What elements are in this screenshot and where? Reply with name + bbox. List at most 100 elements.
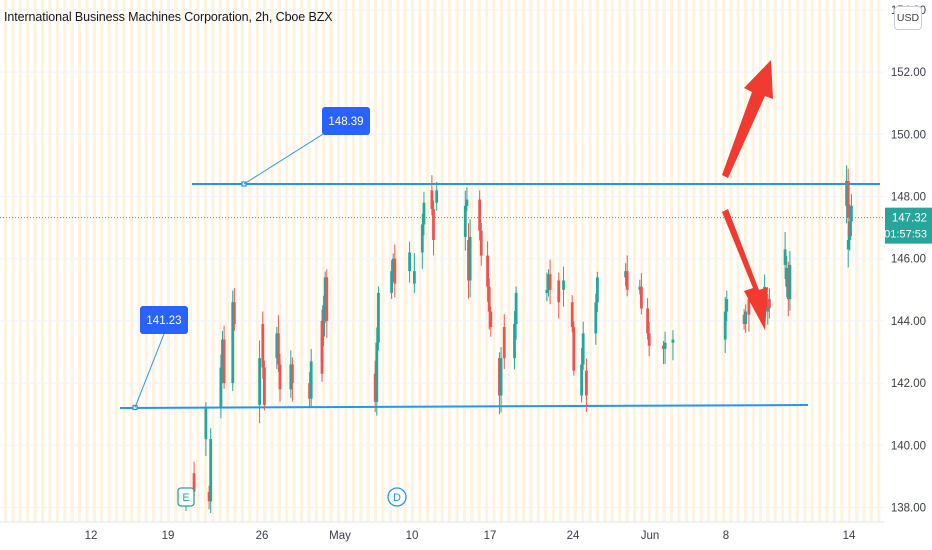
candle-body [192,473,196,492]
session-stripe [85,0,89,522]
candle-body [432,208,435,241]
session-stripe [388,0,392,522]
candle-body [468,236,472,281]
candle-body [499,358,503,396]
session-stripe [618,0,622,522]
price-axis[interactable]: 138.00 140.00 142.00 144.00 146.00 148.00 150.… [891,5,926,515]
y-tick-label: 150.00 [891,129,926,141]
session-stripe [277,0,281,522]
time-axis-bg[interactable] [0,522,884,550]
session-stripe [411,0,415,522]
y-tick-label: 142.00 [891,378,926,390]
y-tick-label: 146.00 [891,254,926,266]
session-stripe [684,0,688,522]
candle-body [663,342,667,349]
candle-body [580,364,583,396]
candle-body [723,311,727,340]
session-stripe [596,0,600,522]
session-stripe [803,0,807,522]
candle-body [289,364,293,390]
level-callout-label: 148.39 [328,116,363,128]
level-callout[interactable] [140,306,188,334]
session-stripe [477,0,481,522]
session-stripe [670,0,674,522]
candle-body [513,324,516,359]
candle-body [207,491,211,502]
candle-body [465,199,469,206]
session-stripe [847,0,851,522]
session-stripe [425,0,429,522]
candle-body [581,333,585,365]
session-stripe [721,0,725,522]
candle-body [548,274,552,290]
session-stripe [159,0,163,522]
dividend-marker[interactable] [387,487,407,507]
candle-body [377,292,380,343]
candle-body [846,240,850,250]
session-stripe [795,0,799,522]
session-stripe [78,0,82,522]
candle-body [258,358,261,405]
y-tick-label: 138.00 [891,503,926,515]
candle-body [747,299,751,315]
session-stripe [11,0,15,522]
candle-body [502,327,506,359]
session-stripe [655,0,659,522]
currency-button[interactable]: USD [894,6,922,30]
candle-body [783,249,787,265]
session-stripe [647,0,651,522]
candle-body [320,320,324,374]
session-stripe [529,0,533,522]
time-axis[interactable]: 12 19 26 May 10 17 24 Jun 8 14 [85,530,856,542]
session-stripe [522,0,526,522]
candles [192,165,853,514]
session-stripe [603,0,607,522]
session-stripes [4,0,881,522]
session-stripe [499,0,503,522]
candle-body [309,361,313,399]
session-stripe [41,0,45,522]
x-tick-label: 8 [723,530,729,542]
x-tick-label: 26 [256,530,269,542]
session-stripe [862,0,866,522]
session-stripe [181,0,185,522]
countdown-label: 01:57:53 [884,229,927,241]
session-stripe [329,0,333,522]
x-tick-label: 10 [406,530,419,542]
session-stripe [381,0,385,522]
session-stripe [544,0,548,522]
level-line[interactable] [119,404,809,409]
session-stripe [677,0,681,522]
session-stripe [255,0,259,522]
session-stripe [307,0,311,522]
candle-body [640,286,643,309]
x-tick-label: 24 [567,530,580,542]
session-stripe [433,0,437,522]
event-marker-label: E [182,492,189,504]
session-stripe [462,0,466,522]
candle-body [545,289,549,293]
session-stripe [203,0,207,522]
candle-body [408,252,411,272]
session-stripe [455,0,459,522]
candle-body [275,333,279,359]
session-stripe [418,0,422,522]
session-stripe [166,0,170,522]
candle-body [277,333,280,365]
y-tick-label: 152.00 [891,67,926,79]
event-marker-label: D [393,492,401,504]
candle-body [222,339,226,384]
session-stripe [448,0,452,522]
candle-body [725,299,729,312]
session-stripe [144,0,148,522]
session-stripe [33,0,37,522]
level-callout[interactable] [322,107,370,135]
candle-body [768,299,771,309]
candle-body [596,277,599,303]
price-axis-bg[interactable] [884,0,932,522]
horizontal-levels[interactable]: 148.39 141.23 [119,107,880,411]
level-callout-label: 141.23 [146,315,181,327]
session-stripe [869,0,873,522]
